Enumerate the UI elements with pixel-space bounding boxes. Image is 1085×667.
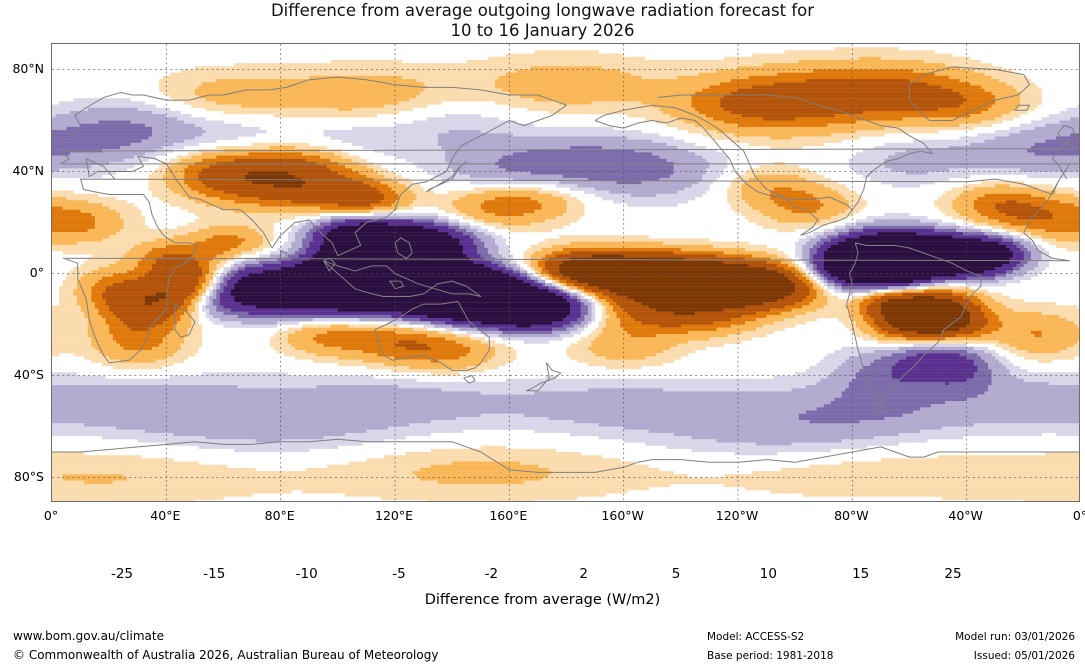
- latitude-tick-2: 0°: [29, 264, 44, 280]
- colorbar-tick-7: 10: [759, 566, 777, 582]
- latitude-tick-4: 80°S: [13, 468, 44, 484]
- longitude-tick-3: 120°E: [374, 508, 414, 523]
- colorbar-tick-4: -2: [484, 566, 499, 582]
- coastline-layer: [52, 67, 1080, 472]
- longitude-tick-9: 0°: [1072, 508, 1085, 523]
- colorbar-tick-8: 15: [852, 566, 870, 582]
- page-title: Difference from average outgoing longwav…: [270, 1, 815, 40]
- longitude-tick-7: 80°W: [834, 508, 869, 523]
- map-plot-area: [51, 43, 1080, 502]
- colorbar-tick-2: -10: [295, 566, 318, 582]
- longitude-tick-2: 80°E: [264, 508, 295, 523]
- colorbar-title: Difference from average (W/m2): [424, 592, 661, 608]
- model-run-date: Model run: 03/01/2026: [955, 631, 1075, 643]
- longitude-tick-0: 0°: [43, 508, 59, 523]
- colorbar-tick-0: -25: [110, 566, 134, 582]
- colorbar-tick-3: -5: [392, 566, 406, 582]
- map-canvas: [52, 44, 1080, 501]
- latitude-tick-0: 80°N: [12, 60, 44, 76]
- colorbar-tick-9: 25: [944, 566, 962, 582]
- latitude-tick-1: 40°N: [12, 162, 44, 178]
- graticule-layer: [52, 44, 1079, 501]
- model-name: Model: ACCESS-S2: [707, 631, 805, 643]
- longitude-tick-4: 160°E: [489, 508, 528, 523]
- colorbar-swatches: [0, 540, 1085, 570]
- colorbar-tick-5: 2: [579, 566, 588, 582]
- colorbar-tick-6: 5: [671, 566, 681, 582]
- longitude-tick-8: 40°W: [948, 508, 983, 523]
- website-link[interactable]: www.bom.gov.au/climate: [13, 629, 164, 643]
- issued-date: Issued: 05/01/2026: [973, 650, 1075, 662]
- copyright-text: © Commonwealth of Australia 2026, Austra…: [13, 648, 439, 662]
- base-period: Base period: 1981-2018: [707, 650, 834, 662]
- longitude-tick-1: 40°E: [150, 508, 181, 523]
- longitude-tick-6: 120°W: [715, 508, 759, 523]
- colorbar-tick-1: -15: [203, 566, 226, 582]
- colorbar: [0, 540, 1085, 570]
- longitude-tick-5: 160°W: [601, 508, 644, 523]
- latitude-tick-3: 40°S: [13, 366, 44, 382]
- anomaly-field-layer: [52, 47, 1079, 501]
